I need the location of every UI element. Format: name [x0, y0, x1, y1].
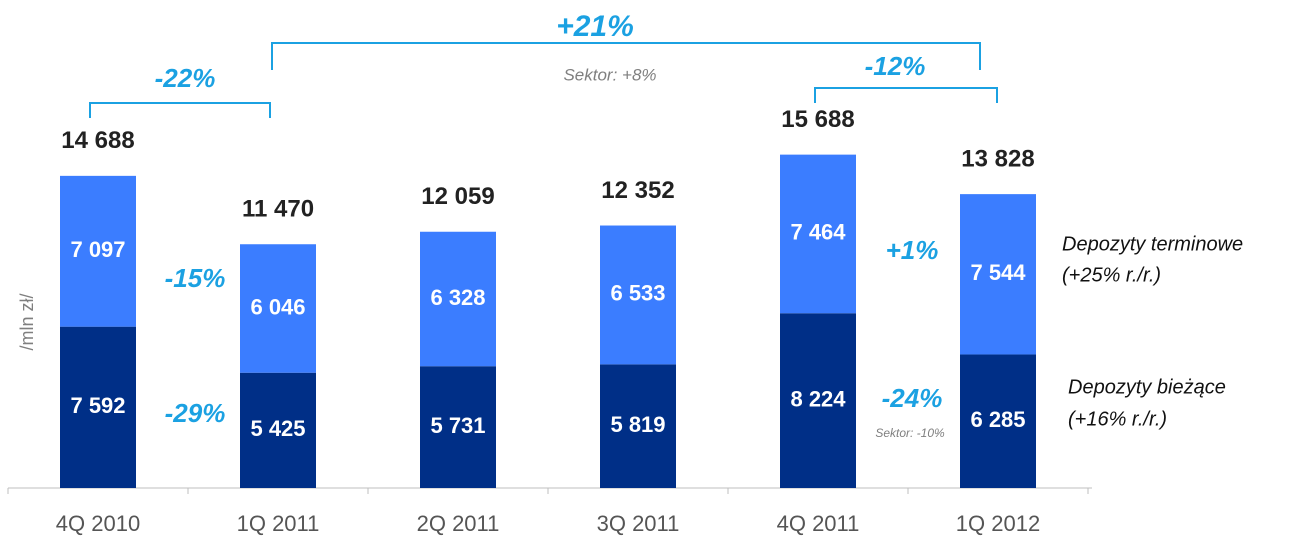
bracket [271, 42, 981, 70]
total-label: 14 688 [61, 127, 134, 154]
annotation: -12% [865, 51, 926, 81]
data-label: 6 328 [430, 285, 485, 310]
annotation: -29% [165, 398, 226, 428]
bracket [814, 87, 998, 103]
data-label: 7 464 [790, 220, 846, 245]
data-label: 8 224 [790, 386, 846, 411]
total-label: 12 059 [421, 183, 494, 210]
data-label: 7 544 [970, 260, 1026, 285]
total-label: 13 828 [961, 145, 1034, 172]
annotation: Sektor: -10% [875, 426, 945, 440]
legend-label: Depozyty bieżące [1068, 376, 1226, 398]
x-tick-label: 2Q 2011 [417, 511, 500, 536]
bar-segment [600, 364, 676, 488]
bar-segment [780, 313, 856, 488]
bar-segment [240, 244, 316, 373]
annotation: -22% [155, 63, 216, 93]
total-label: 15 688 [781, 106, 854, 133]
legend-label: Depozyty terminowe [1062, 233, 1243, 255]
x-tick-label: 4Q 2011 [777, 511, 860, 536]
bar-segment [600, 225, 676, 365]
annotation: -15% [165, 263, 226, 293]
annotation: +1% [886, 235, 939, 265]
bar-segment [420, 366, 496, 488]
bar-segment [240, 372, 316, 488]
legend-note: (+25% r./r.) [1062, 264, 1161, 286]
bar-segment [60, 175, 136, 327]
bar-segment [60, 326, 136, 488]
bar-segment [420, 231, 496, 367]
data-label: 6 285 [970, 407, 1025, 432]
bar-segment [960, 194, 1036, 355]
legend-note: (+16% r./r.) [1068, 408, 1167, 430]
data-label: 6 046 [250, 294, 305, 319]
annotation: -24% [882, 383, 943, 413]
x-tick-label: 1Q 2012 [956, 511, 1040, 536]
y-axis-label: /mln zł/ [17, 293, 37, 350]
data-label: 6 533 [610, 281, 665, 306]
annotation: +21% [556, 10, 634, 43]
data-label: 5 731 [430, 413, 485, 438]
x-tick-label: 1Q 2011 [237, 511, 320, 536]
total-label: 12 352 [601, 177, 674, 204]
data-label: 5 819 [610, 412, 665, 437]
x-tick-label: 4Q 2010 [56, 511, 140, 536]
x-tick-label: 3Q 2011 [597, 511, 680, 536]
data-label: 7 097 [70, 237, 125, 262]
annotation: Sektor: +8% [563, 65, 656, 84]
total-label: 11 470 [242, 196, 314, 223]
data-label: 5 425 [250, 416, 305, 441]
bracket [89, 102, 271, 118]
data-label: 7 592 [70, 393, 125, 418]
bar-segment [960, 354, 1036, 488]
bar-segment [780, 154, 856, 314]
